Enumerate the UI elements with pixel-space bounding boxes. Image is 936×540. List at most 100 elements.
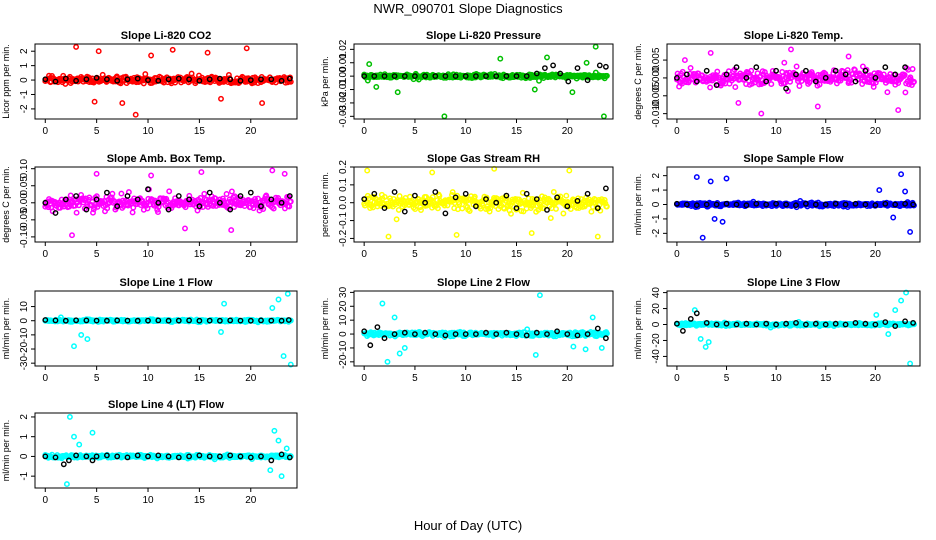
average-point	[104, 189, 110, 196]
average-point	[902, 318, 908, 325]
outlier-point	[63, 481, 70, 488]
average-point	[104, 452, 110, 459]
average-point	[247, 77, 254, 84]
x-tick-label: 0	[361, 373, 367, 384]
x-tick-label: 5	[724, 373, 730, 384]
average-point	[73, 77, 80, 84]
plot-frame	[34, 290, 298, 367]
average-point	[422, 329, 428, 336]
data-point	[287, 78, 294, 85]
outlier-point	[600, 113, 607, 120]
average-point	[683, 71, 690, 78]
average-point	[872, 75, 879, 81]
average-point	[227, 76, 234, 83]
outlier-point	[699, 234, 706, 241]
y-tick-label: -1	[651, 214, 662, 223]
x-tick-label: 0	[42, 495, 48, 506]
data-point	[911, 78, 917, 85]
outlier-point	[228, 227, 235, 234]
average-point	[693, 202, 700, 209]
y-tick-label: -0.02	[338, 91, 349, 114]
average-point	[822, 75, 829, 81]
average-point	[452, 194, 459, 201]
average-points	[42, 451, 293, 468]
outlier-point	[895, 107, 902, 114]
data-point	[503, 195, 510, 202]
average-point	[687, 315, 694, 322]
x-tick-label: 10	[771, 126, 783, 137]
y-tick-label: -40	[651, 349, 662, 364]
average-point	[114, 203, 121, 210]
y-axis-label: degrees C per min.	[1, 166, 11, 243]
average-point	[703, 201, 710, 208]
average-point	[175, 454, 182, 461]
outlier-point	[758, 110, 765, 117]
data-point	[575, 195, 582, 202]
average-point	[52, 210, 59, 216]
average-point	[513, 205, 520, 212]
average-point	[513, 73, 520, 80]
data-point	[466, 208, 473, 214]
average-point	[104, 317, 110, 324]
average-point	[247, 189, 254, 196]
average-point	[763, 320, 770, 327]
average-point	[83, 76, 90, 83]
outlier-point	[148, 52, 155, 59]
data-point-cloud	[673, 289, 917, 367]
x-tick-label: 5	[94, 495, 100, 506]
data-point	[93, 193, 100, 200]
outlier-point	[583, 59, 590, 66]
y-tick-label: 0.02	[338, 39, 349, 59]
outlier-point	[697, 335, 704, 342]
x-tick-label: 10	[142, 249, 154, 260]
data-point	[418, 207, 424, 213]
y-tick-label: 0.2	[338, 160, 349, 174]
average-point	[910, 201, 916, 208]
x-tick-label: 10	[771, 373, 783, 384]
y-tick-label: 0.0	[338, 195, 349, 209]
outlier-point	[198, 169, 205, 176]
data-point	[246, 198, 252, 204]
outlier-point	[278, 473, 285, 480]
outlier-point	[259, 100, 266, 107]
panel-5: Slope Gas Stream RH percent per min. 0 5 10 1…	[320, 153, 614, 260]
outlier-point	[892, 307, 899, 314]
outlier-point	[78, 331, 85, 338]
x-tick-label: 0	[674, 126, 680, 137]
data-point	[550, 189, 557, 195]
outlier-point	[366, 61, 373, 68]
data-point	[90, 209, 96, 216]
average-point	[544, 206, 550, 213]
y-tick-label: -20	[19, 341, 30, 356]
average-point	[66, 457, 72, 464]
average-point	[381, 335, 388, 342]
data-point	[806, 79, 813, 86]
x-tick-label: 10	[771, 249, 783, 260]
y-tick-label: 0.00	[19, 193, 30, 213]
data-point	[508, 210, 514, 217]
average-point	[674, 320, 680, 327]
data-point	[679, 68, 686, 75]
average-point	[483, 196, 489, 203]
panel-10: Slope Line 4 (LT) Flow ml/min per min. 0 5 1…	[1, 399, 298, 506]
average-point	[892, 323, 899, 329]
panel-title: Slope Line 1 Flow	[120, 277, 213, 289]
average-point	[723, 200, 730, 207]
average-point	[186, 196, 193, 203]
average-point	[503, 73, 510, 80]
average-point	[206, 317, 213, 324]
average-point	[401, 208, 408, 215]
y-tick-label: 0.10	[19, 159, 30, 179]
y-tick-label: 0.05	[19, 176, 30, 196]
average-point	[134, 317, 141, 324]
average-point	[371, 190, 378, 197]
data-point	[434, 197, 441, 204]
outlier-point	[373, 83, 380, 90]
average-point	[693, 78, 700, 85]
plot-frame	[34, 412, 298, 489]
x-tick-label: 20	[870, 249, 882, 260]
outlier-point	[711, 215, 718, 222]
outlier-point	[284, 290, 291, 297]
outlier-point	[582, 346, 589, 353]
